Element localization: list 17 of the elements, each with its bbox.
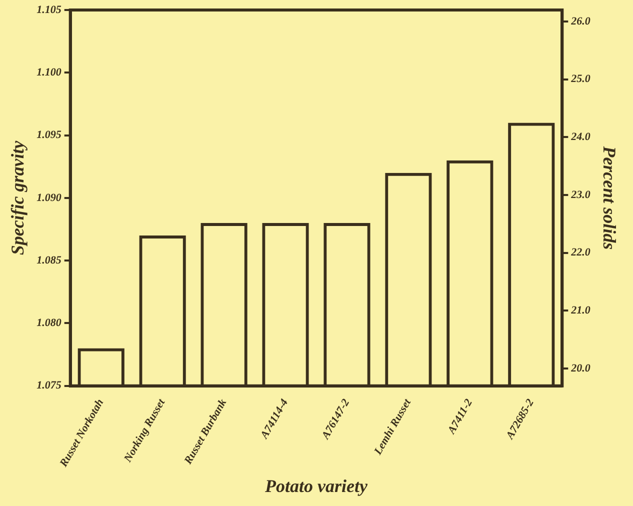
- y-axis-title: Specific gravity: [7, 140, 28, 256]
- y-tick-label: 1.080: [36, 317, 62, 330]
- y2-tick-label: 26.0: [570, 15, 591, 28]
- y2-tick-label: 22.0: [570, 246, 591, 259]
- y2-tick-label: 25.0: [570, 73, 591, 86]
- y-tick-label: 1.085: [36, 254, 62, 266]
- y2-axis-title: Percent solids: [600, 145, 620, 250]
- y-tick-label: 1.090: [36, 192, 62, 204]
- y2-tick-label: 23.0: [570, 188, 591, 201]
- x-axis-title: Potato variety: [264, 476, 368, 496]
- y-tick-label: 1.075: [36, 380, 62, 392]
- y2-tick-label: 24.0: [570, 131, 591, 144]
- y-tick-label: 1.105: [36, 4, 62, 16]
- y2-tick-label: 21.0: [570, 304, 591, 317]
- y-tick-label: 1.100: [36, 66, 62, 78]
- y2-tick-label: 20.0: [570, 362, 591, 374]
- y-tick-label: 1.095: [36, 129, 62, 142]
